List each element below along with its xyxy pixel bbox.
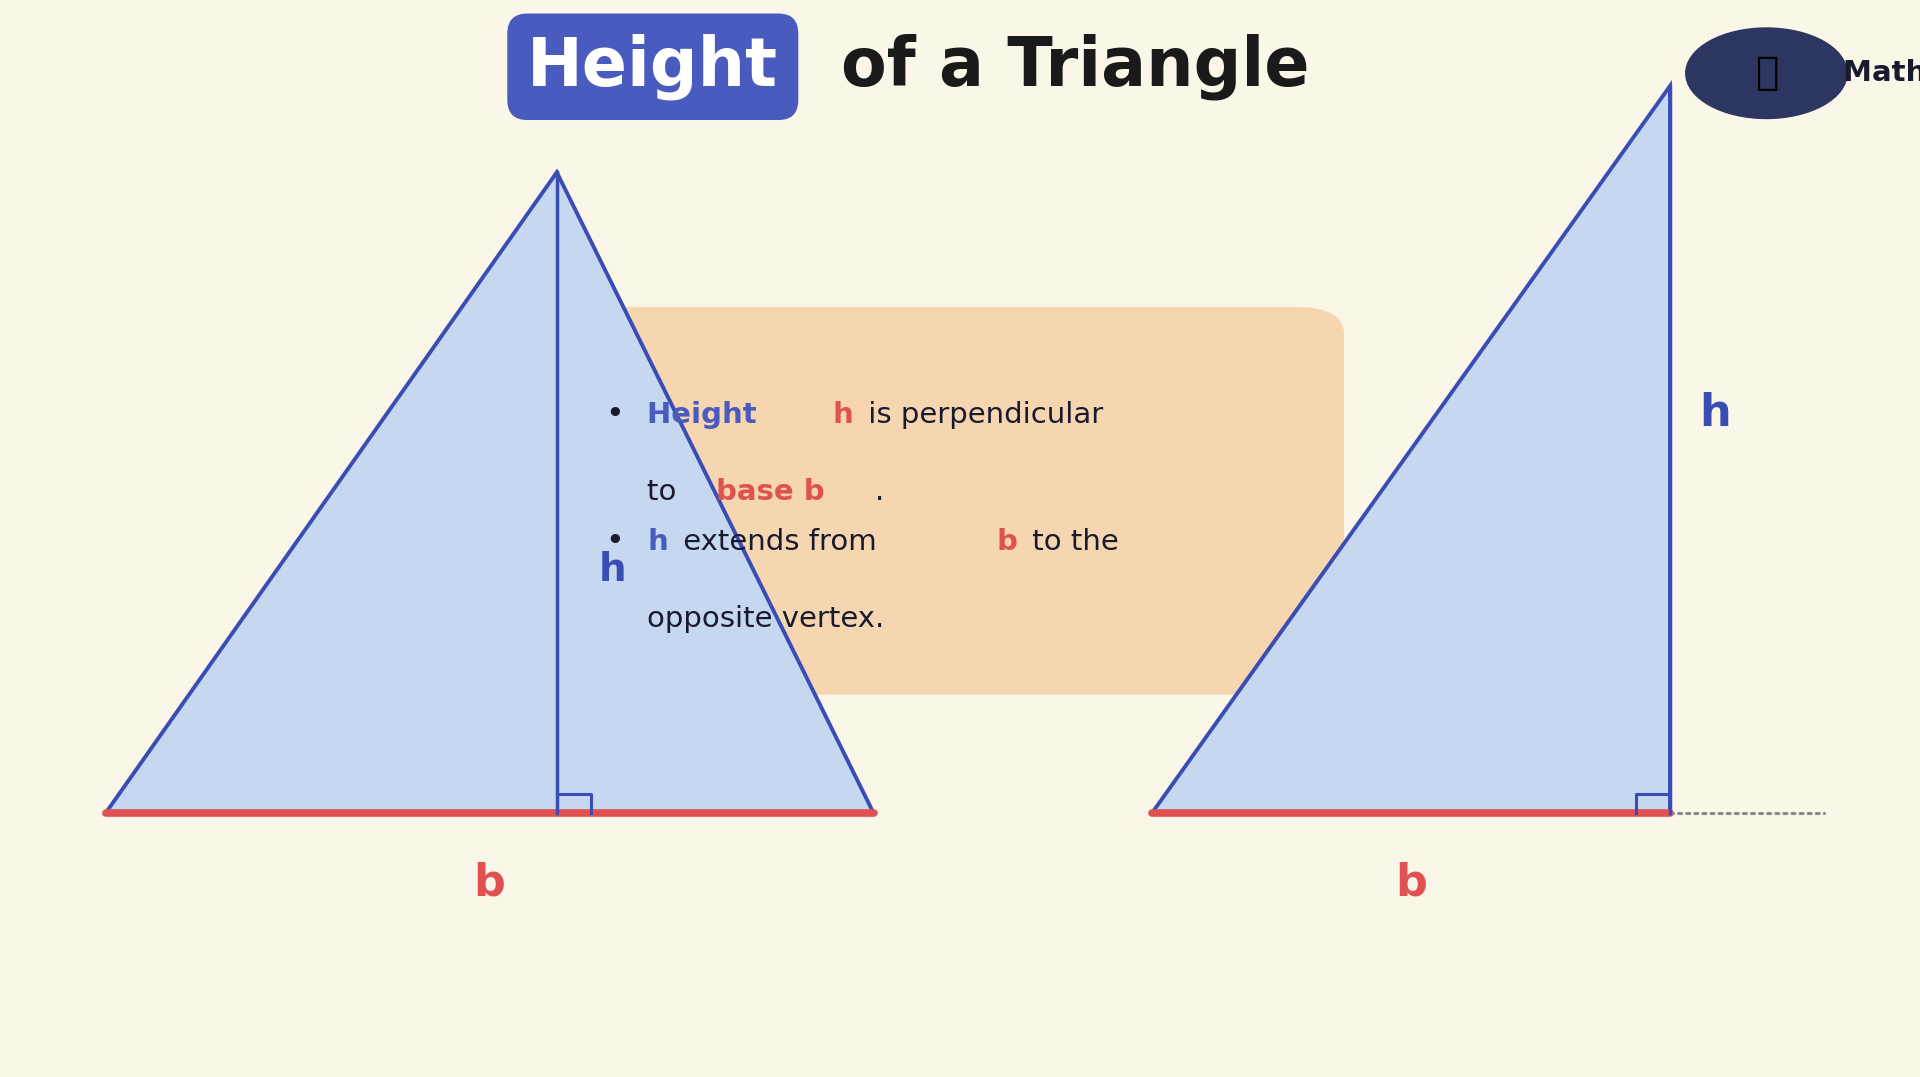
Text: Maths Angel: Maths Angel — [1843, 59, 1920, 87]
Text: h: h — [599, 550, 626, 589]
FancyBboxPatch shape — [499, 307, 1344, 695]
Text: Height: Height — [647, 401, 766, 429]
Circle shape — [1686, 28, 1847, 118]
Text: b: b — [474, 862, 505, 905]
Text: b: b — [996, 528, 1018, 556]
Text: h: h — [647, 528, 668, 556]
Text: Height: Height — [528, 33, 778, 100]
Text: opposite vertex.: opposite vertex. — [647, 605, 885, 633]
Text: •: • — [605, 400, 624, 430]
Polygon shape — [106, 172, 874, 813]
Text: to: to — [647, 478, 685, 506]
Text: b: b — [1396, 862, 1427, 905]
Polygon shape — [1152, 86, 1670, 813]
Text: of a Triangle: of a Triangle — [841, 33, 1309, 100]
Text: base b: base b — [716, 478, 826, 506]
Text: h: h — [1699, 392, 1732, 435]
Text: extends from: extends from — [674, 528, 885, 556]
Text: 🦊: 🦊 — [1755, 54, 1778, 93]
Text: to the: to the — [1023, 528, 1117, 556]
Text: •: • — [605, 527, 624, 557]
Text: is perpendicular: is perpendicular — [858, 401, 1104, 429]
Text: h: h — [833, 401, 852, 429]
Text: .: . — [876, 478, 885, 506]
